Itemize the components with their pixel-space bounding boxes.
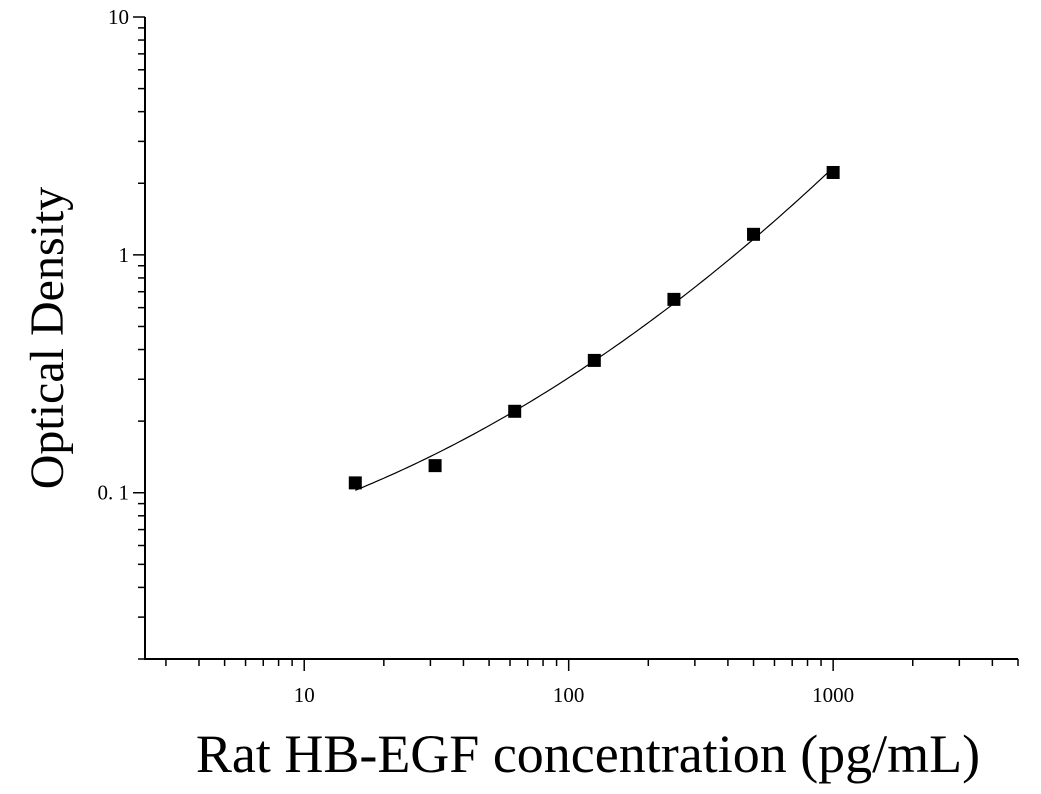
x-tick-label: 10 bbox=[294, 683, 315, 707]
y-axis-ticks: 0. 1 1 10 bbox=[98, 5, 145, 660]
data-point-marker bbox=[428, 459, 442, 473]
x-tick-label: 100 bbox=[553, 683, 585, 707]
x-axis-ticks: 10 100 1000 bbox=[165, 659, 1019, 707]
data-point-marker bbox=[508, 404, 522, 418]
axes bbox=[144, 17, 1018, 660]
fit-curve-layer bbox=[355, 167, 834, 491]
data-point-marker bbox=[826, 165, 840, 179]
data-point-marker bbox=[348, 476, 362, 490]
x-axis-title: Rat HB-EGF concentration (pg/mL) bbox=[196, 724, 980, 784]
data-point-marker bbox=[747, 227, 761, 241]
fit-curve bbox=[355, 167, 834, 491]
y-axis-title: Optical Density bbox=[21, 187, 74, 490]
data-point-marker bbox=[587, 353, 601, 367]
data-points-layer bbox=[348, 165, 840, 490]
y-tick-label: 10 bbox=[108, 5, 129, 29]
y-tick-label: 0. 1 bbox=[98, 481, 130, 505]
data-point-marker bbox=[667, 292, 681, 306]
y-tick-label: 1 bbox=[119, 243, 130, 267]
x-tick-label: 1000 bbox=[812, 683, 854, 707]
